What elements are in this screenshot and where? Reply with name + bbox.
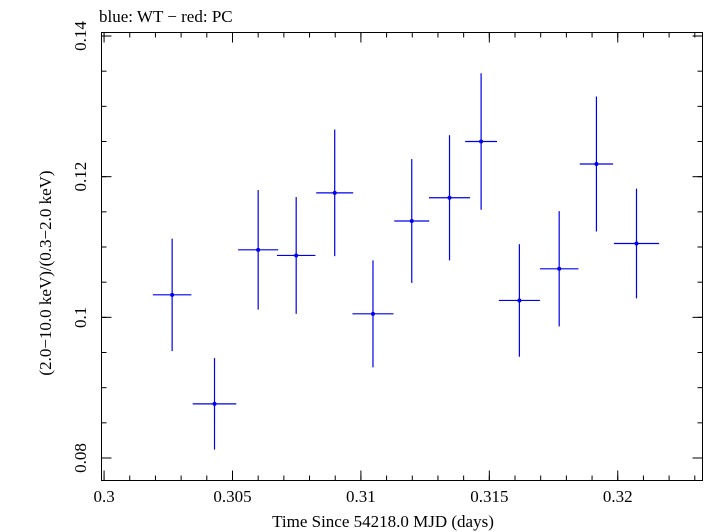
x-tick-label: 0.31 (346, 487, 376, 506)
y-tick-label: 0.08 (71, 443, 90, 473)
data-points (152, 73, 660, 450)
point-marker (479, 139, 484, 144)
point-marker (594, 162, 599, 167)
data-point (465, 73, 498, 210)
data-point (498, 244, 540, 357)
point-marker (256, 247, 261, 252)
x-tick-label: 0.32 (603, 487, 633, 506)
data-point (316, 129, 354, 257)
point-marker (557, 266, 562, 271)
point-marker (409, 218, 414, 223)
data-point (152, 238, 192, 352)
data-point (539, 211, 579, 327)
data-point (192, 358, 237, 450)
point-marker (634, 241, 639, 246)
data-point (276, 197, 316, 314)
axis-tick-labels: 0.3 0.305 0.31 0.315 0.32 0.08 0.1 0.12 0.14 (71, 21, 633, 506)
x-axis-label: Time Since 54218.0 MJD (days) (272, 512, 494, 531)
y-tick-label: 0.12 (71, 162, 90, 192)
plot-frame (101, 32, 703, 481)
y-axis-label: (2.0−10.0 keV)/(0.3−2.0 keV) (36, 170, 55, 375)
point-marker (294, 253, 299, 258)
x-tick-label: 0.315 (470, 487, 508, 506)
x-tick-label: 0.3 (93, 487, 114, 506)
data-point (579, 96, 614, 232)
data-point (428, 135, 471, 261)
x-tick-label: 0.305 (213, 487, 251, 506)
point-marker (517, 298, 522, 303)
point-marker (447, 195, 452, 200)
data-point (394, 159, 430, 283)
point-marker (170, 292, 175, 297)
y-tick-label: 0.1 (71, 307, 90, 328)
axis-ticks (101, 32, 703, 481)
point-marker (212, 401, 217, 406)
y-tick-label: 0.14 (71, 21, 90, 51)
data-point (613, 188, 660, 299)
data-point (238, 190, 279, 310)
point-marker (332, 190, 337, 195)
data-point (352, 260, 394, 368)
chart-title: blue: WT − red: PC (99, 7, 233, 26)
point-marker (370, 311, 375, 316)
